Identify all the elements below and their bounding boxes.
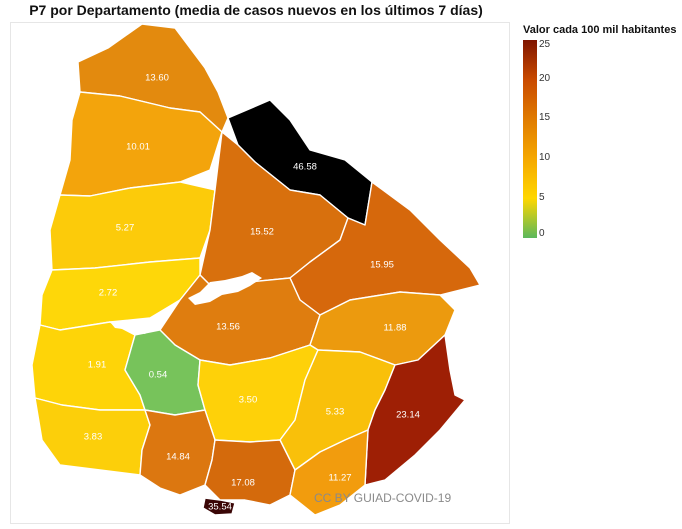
- value-label-montevideo: 35.54: [208, 502, 232, 513]
- value-label-lavalleja: 5.33: [326, 407, 345, 418]
- map-title: P7 por Departamento (media de casos nuev…: [29, 2, 483, 18]
- value-label-tacuarembo: 15.52: [250, 227, 274, 238]
- watermark: CC BY GUIAD-COVID-19: [314, 491, 452, 505]
- lake-rincon-del-bonete: [188, 272, 262, 305]
- value-label-san-jose: 0.54: [149, 370, 168, 381]
- value-label-flores: 3.83: [84, 432, 103, 443]
- department-canelones[interactable]: [204, 439, 296, 506]
- value-label-colonia: 1.91: [88, 360, 107, 371]
- river-rio-negro: [110, 320, 150, 334]
- value-label-artigas: 46.58: [293, 162, 317, 173]
- legend-tick: 10: [539, 152, 551, 163]
- value-label-cerro-largo: 15.95: [370, 260, 394, 271]
- value-label-paysandu: 10.01: [126, 142, 150, 153]
- department-florida[interactable]: [139, 409, 216, 496]
- legend-tick: 0: [539, 228, 545, 239]
- department-rocha[interactable]: [364, 334, 466, 486]
- legend-color-bar: [523, 40, 537, 238]
- value-label-rocha: 23.14: [396, 410, 420, 421]
- department-montevideo[interactable]: [202, 497, 236, 516]
- value-label-florida-center: 3.50: [239, 395, 258, 406]
- value-label-treinta-y-tres: 11.88: [383, 323, 406, 334]
- map-frame: [10, 22, 510, 524]
- value-label-soriano: 2.72: [99, 288, 118, 299]
- department-soriano[interactable]: [39, 257, 201, 331]
- value-label-maldonado: 11.27: [328, 473, 351, 484]
- legend-tick: 15: [539, 112, 551, 123]
- department-rio-negro[interactable]: [49, 181, 216, 271]
- legend-tick: 20: [539, 73, 551, 84]
- value-label-florida: 14.84: [166, 452, 190, 463]
- legend-tick: 5: [539, 192, 545, 203]
- value-label-rio-negro: 5.27: [116, 223, 135, 234]
- value-label-salto: 13.60: [145, 73, 169, 84]
- value-label-durazno: 13.56: [216, 322, 240, 333]
- legend-title: Valor cada 100 mil habitantes: [523, 24, 677, 36]
- value-label-canelones: 17.08: [231, 478, 255, 489]
- department-maldonado[interactable]: [289, 429, 369, 516]
- legend-tick: 25: [539, 39, 551, 50]
